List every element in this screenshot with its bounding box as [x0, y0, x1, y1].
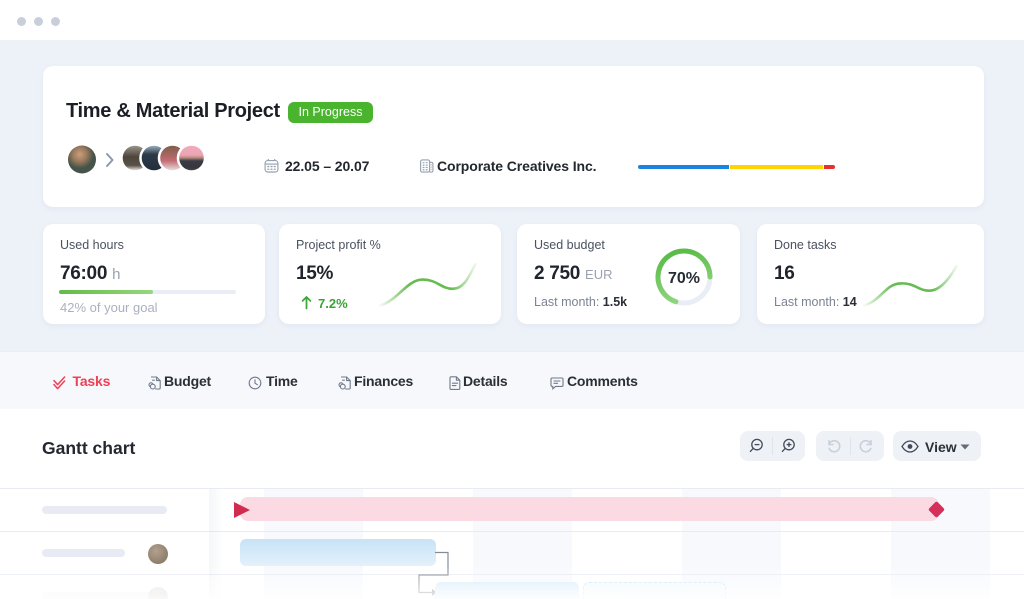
- svg-text:70%: 70%: [668, 270, 700, 287]
